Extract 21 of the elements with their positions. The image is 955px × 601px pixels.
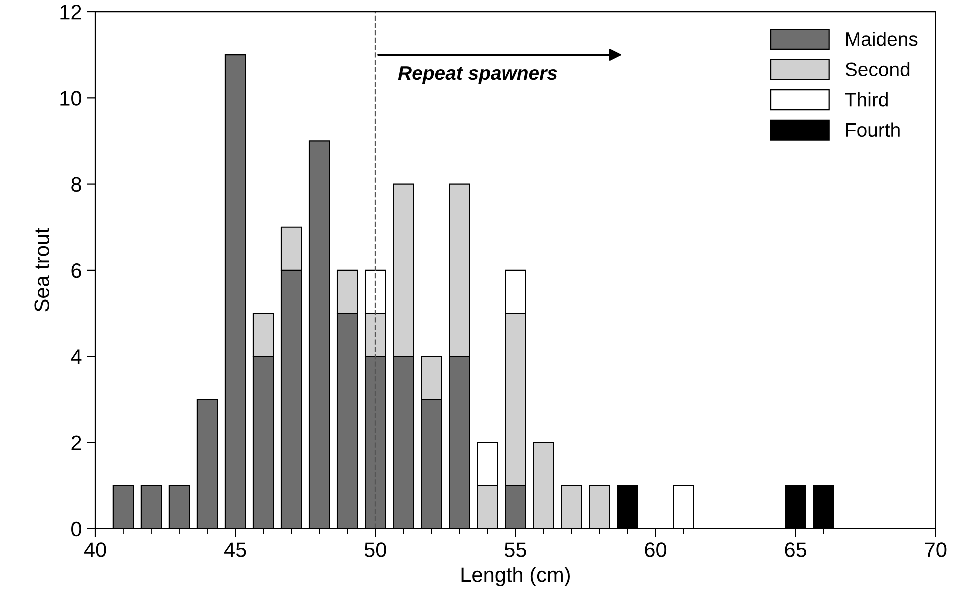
y-tick-label: 4 — [71, 350, 82, 364]
annotation: Repeat spawners — [398, 66, 558, 84]
x-tick-label: 60 — [645, 542, 667, 558]
x-tick-label: 65 — [785, 542, 807, 558]
x-tick-label: 40 — [84, 542, 106, 558]
x-tick-label: 70 — [925, 542, 947, 558]
y-tick-label: 2 — [72, 436, 82, 450]
x-tick-label: 45 — [224, 542, 246, 558]
legend-label: Second — [846, 62, 910, 77]
legend-label: Fourth — [846, 122, 900, 138]
legend-label: Third — [845, 92, 888, 107]
y-axis-title: Sea trout — [34, 228, 50, 312]
x-tick-label: 55 — [504, 542, 526, 558]
legend-label: Maidens — [846, 32, 918, 46]
y-tick-label: 12 — [60, 5, 82, 20]
y-tick-label: 8 — [72, 177, 82, 192]
x-axis-title: Length (cm) — [462, 567, 570, 586]
x-tick-label: 50 — [364, 542, 386, 558]
y-tick-label: 6 — [72, 263, 82, 278]
y-tick-label: 0 — [72, 522, 82, 537]
y-tick-label: 10 — [60, 91, 82, 106]
